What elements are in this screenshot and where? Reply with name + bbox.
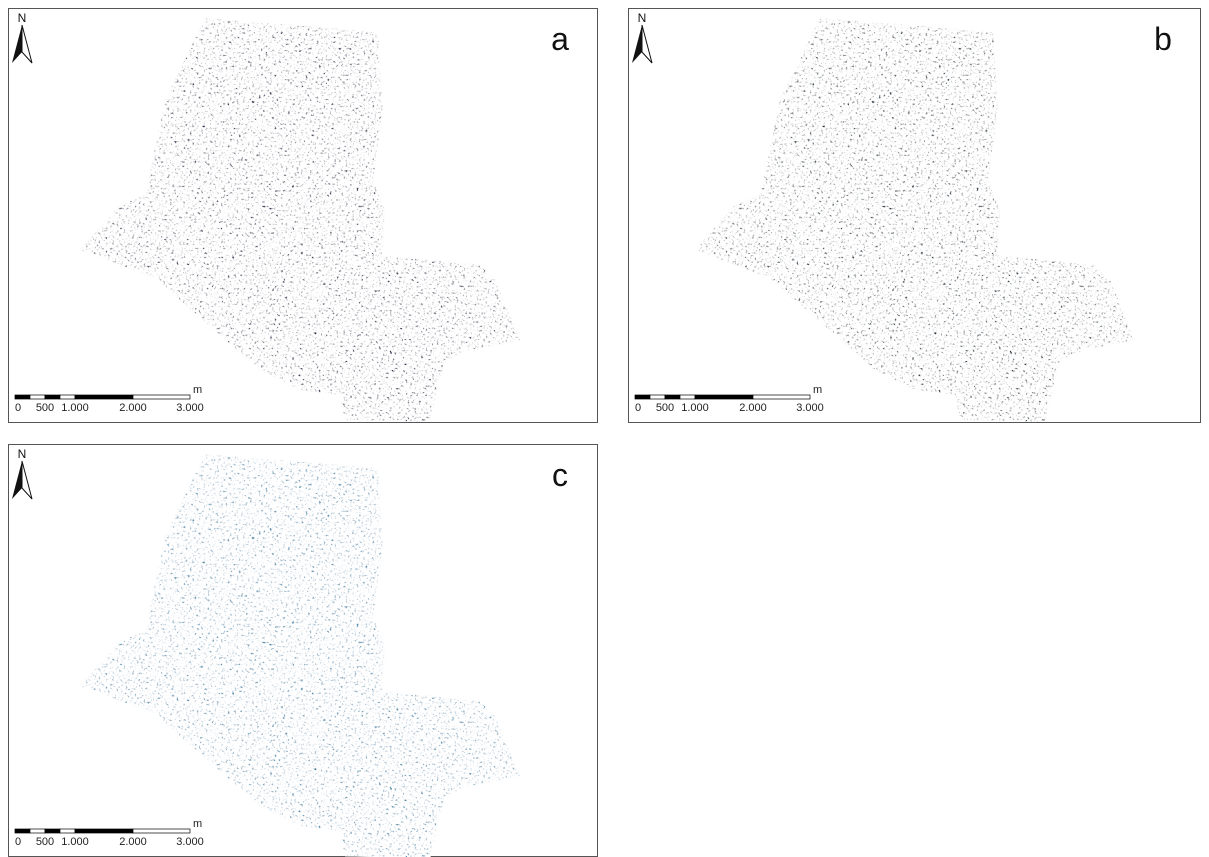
north-label: N [18, 447, 27, 461]
north-label: N [18, 11, 27, 25]
scale-label: 2.000 [739, 402, 767, 414]
scale-label: 500 [656, 402, 674, 414]
scale-segment [60, 395, 75, 399]
panel-letter: b [1154, 21, 1172, 57]
scale-segment [695, 395, 753, 399]
scale-unit: m [193, 818, 202, 830]
panel-letter: c [552, 457, 568, 493]
scale-segment [680, 395, 695, 399]
scale-segment [133, 395, 190, 399]
scale-label: 500 [36, 836, 54, 848]
scale-label: 0 [15, 402, 21, 414]
page: a Nm 0 500 1.000 2.000 3.000 b Nm 0 500 1.000 2.000 3… [0, 0, 1209, 857]
scale-label: 0 [15, 836, 21, 848]
scale-segment [60, 829, 75, 833]
scale-label: 1.000 [61, 402, 89, 414]
north-arrow-outline [22, 25, 32, 63]
district-image [695, 18, 1135, 422]
north-arrow-outline [22, 461, 32, 499]
scale-label: 2.000 [119, 836, 147, 848]
district-image [80, 18, 520, 422]
scale-label: 2.000 [119, 402, 147, 414]
map-panel: a Nm 0 500 1.000 2.000 3.000 [8, 8, 598, 423]
scale-segment [650, 395, 665, 399]
scale-segment [133, 829, 190, 833]
scale-label: 0 [635, 402, 641, 414]
scale-segment [753, 395, 810, 399]
north-arrow [12, 461, 22, 499]
scale-label: 500 [36, 402, 54, 414]
scale-segment [665, 395, 680, 399]
scale-segment [30, 395, 45, 399]
scale-segment [635, 395, 650, 399]
panel-letter: a [551, 21, 569, 57]
scale-segment [45, 395, 60, 399]
scale-segment [45, 829, 60, 833]
scale-segment [15, 395, 30, 399]
scale-label: 1.000 [61, 836, 89, 848]
scale-segment [75, 829, 133, 833]
north-arrow-outline [642, 25, 652, 63]
scale-unit: m [813, 384, 822, 396]
district-image [80, 454, 520, 857]
north-arrow [12, 25, 22, 63]
scale-segment [15, 829, 30, 833]
scale-label: 1.000 [681, 402, 709, 414]
north-arrow [632, 25, 642, 63]
scale-label: 3.000 [176, 836, 204, 848]
scale-segment [30, 829, 45, 833]
scale-unit: m [193, 384, 202, 396]
scale-label: 3.000 [176, 402, 204, 414]
map-panel: c Nm 0 500 1.000 2.000 3.000 [8, 444, 598, 857]
scale-segment [75, 395, 133, 399]
north-label: N [638, 11, 647, 25]
scale-label: 3.000 [796, 402, 824, 414]
map-panel: b Nm 0 500 1.000 2.000 3.000 [628, 8, 1201, 423]
